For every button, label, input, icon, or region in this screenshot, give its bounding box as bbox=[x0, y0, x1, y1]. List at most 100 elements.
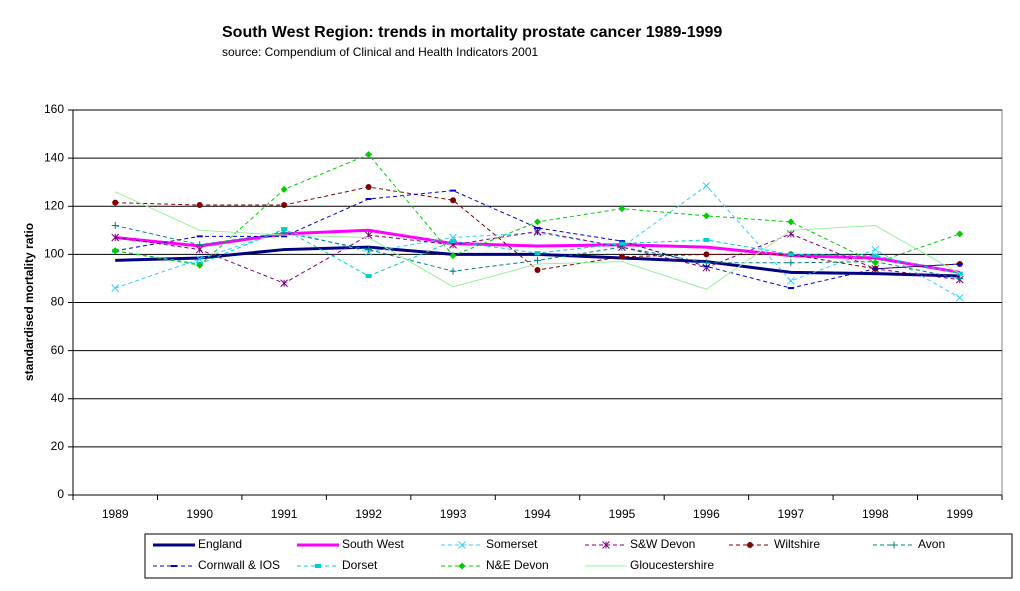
data-point bbox=[365, 274, 372, 279]
data-point bbox=[534, 218, 541, 226]
data-point bbox=[871, 259, 879, 267]
data-point bbox=[602, 541, 610, 549]
data-point bbox=[450, 239, 457, 244]
data-point bbox=[112, 199, 119, 206]
data-point bbox=[787, 259, 795, 267]
legend-label: South West bbox=[342, 537, 404, 551]
data-point bbox=[196, 202, 203, 209]
series-line bbox=[115, 190, 960, 289]
data-point bbox=[365, 184, 372, 190]
data-point bbox=[618, 240, 625, 243]
data-point bbox=[872, 253, 879, 258]
legend-label: Wiltshire bbox=[774, 537, 820, 551]
data-point bbox=[111, 247, 119, 255]
data-point bbox=[618, 241, 625, 246]
data-point bbox=[956, 263, 963, 265]
y-axis-label: standardised mortality ratio bbox=[22, 223, 36, 381]
data-point bbox=[534, 256, 541, 264]
data-point bbox=[171, 565, 177, 567]
x-tick-label: 1991 bbox=[271, 507, 298, 521]
y-tick-label: 20 bbox=[51, 439, 65, 453]
x-tick-label: 1997 bbox=[778, 507, 805, 521]
x-tick-label: 1994 bbox=[524, 507, 551, 521]
y-tick-label: 100 bbox=[44, 247, 64, 261]
data-point bbox=[618, 205, 626, 213]
data-point bbox=[703, 237, 710, 242]
y-tick-label: 40 bbox=[51, 391, 65, 405]
data-point bbox=[534, 267, 541, 274]
data-point bbox=[787, 276, 795, 285]
data-point bbox=[890, 541, 898, 549]
data-point bbox=[747, 542, 753, 548]
legend-label: S&W Devon bbox=[630, 537, 695, 551]
legend-label: N&E Devon bbox=[486, 558, 549, 572]
data-point bbox=[787, 218, 795, 226]
data-point bbox=[111, 222, 119, 229]
data-point bbox=[955, 293, 964, 302]
data-point bbox=[703, 265, 710, 268]
x-tick-label: 1990 bbox=[186, 507, 213, 521]
data-point bbox=[449, 252, 457, 260]
data-point bbox=[787, 287, 794, 290]
y-tick-label: 80 bbox=[51, 295, 65, 309]
data-point bbox=[365, 198, 372, 201]
x-tick-label: 1993 bbox=[440, 507, 467, 521]
x-tick-label: 1989 bbox=[102, 507, 129, 521]
data-point bbox=[533, 227, 542, 236]
data-point bbox=[702, 259, 710, 267]
data-point bbox=[956, 274, 964, 282]
y-tick-label: 0 bbox=[57, 487, 64, 501]
data-point bbox=[195, 255, 204, 264]
data-point bbox=[196, 235, 203, 238]
data-point bbox=[196, 261, 204, 269]
data-point bbox=[703, 251, 710, 258]
chart-subtitle: source: Compendium of Clinical and Healt… bbox=[222, 45, 538, 59]
data-point bbox=[618, 253, 625, 260]
data-point bbox=[871, 245, 880, 254]
data-point bbox=[702, 212, 710, 220]
legend-label: England bbox=[198, 537, 242, 551]
data-point bbox=[450, 189, 457, 192]
y-tick-label: 140 bbox=[44, 150, 64, 164]
x-tick-label: 1996 bbox=[693, 507, 720, 521]
chart-title: South West Region: trends in mortality p… bbox=[222, 24, 722, 41]
data-point bbox=[281, 235, 288, 238]
data-point bbox=[281, 202, 288, 209]
data-point bbox=[458, 562, 466, 570]
data-point bbox=[458, 541, 466, 549]
x-tick-label: 1999 bbox=[946, 507, 973, 521]
legend-box bbox=[144, 533, 1013, 579]
data-point bbox=[787, 252, 794, 257]
y-tick-label: 60 bbox=[51, 343, 65, 357]
data-point bbox=[280, 185, 288, 193]
data-point bbox=[111, 233, 120, 242]
data-point bbox=[365, 151, 373, 159]
data-point bbox=[111, 284, 120, 292]
series-line bbox=[115, 228, 961, 274]
series-line bbox=[115, 191, 961, 290]
legend-label: Avon bbox=[918, 537, 945, 551]
data-point bbox=[196, 241, 204, 249]
data-point bbox=[534, 226, 541, 229]
x-tick-label: 1992 bbox=[355, 507, 382, 521]
y-tick-label: 120 bbox=[44, 198, 64, 212]
legend-label: Somerset bbox=[486, 537, 538, 551]
x-tick-label: 1998 bbox=[862, 507, 889, 521]
data-point bbox=[450, 197, 457, 204]
legend-label: Cornwall & IOS bbox=[198, 558, 280, 572]
legend-label: Dorset bbox=[342, 558, 378, 572]
y-tick-label: 160 bbox=[44, 102, 64, 116]
data-point bbox=[449, 267, 457, 275]
data-point bbox=[702, 181, 711, 190]
data-point bbox=[315, 564, 321, 568]
data-point bbox=[281, 227, 288, 232]
data-point bbox=[872, 267, 879, 270]
data-point bbox=[365, 246, 373, 254]
legend-label: Gloucestershire bbox=[630, 558, 714, 572]
data-point bbox=[956, 230, 964, 238]
data-point bbox=[534, 251, 541, 256]
data-point bbox=[280, 279, 288, 288]
x-tick-label: 1995 bbox=[609, 507, 636, 521]
